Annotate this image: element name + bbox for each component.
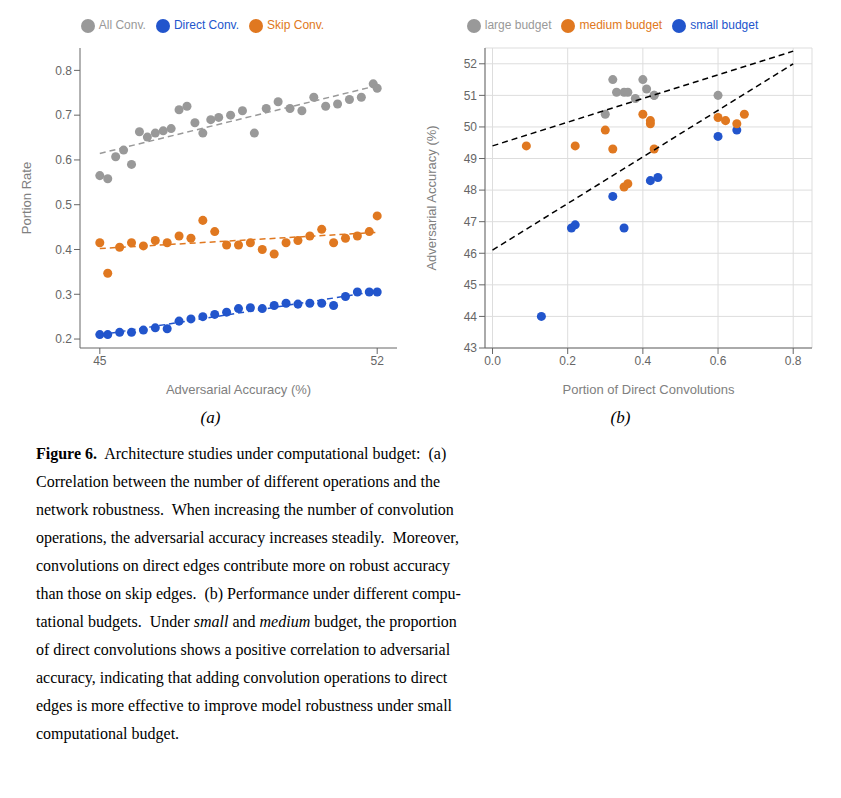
svg-text:52: 52 — [371, 354, 385, 368]
svg-text:47: 47 — [464, 215, 478, 229]
svg-text:0.7: 0.7 — [55, 108, 72, 122]
html-text:large budget: large budget — [484, 18, 552, 32]
html-text:edges is more effective to imp: edges is more effective to improve model… — [36, 697, 452, 714]
svg-text:Portion Rate: Portion Rate — [19, 162, 34, 234]
svg-text:43: 43 — [464, 341, 478, 355]
svg-text:0.2: 0.2 — [559, 354, 576, 368]
html-text:small budget: small budget — [690, 18, 759, 32]
html-text:Figure 6. Architecture studies: Figure 6. Architecture studies under com… — [36, 445, 447, 462]
html-text:tational budgets. Under small: tational budgets. Under small and medium… — [36, 613, 457, 630]
svg-text:45: 45 — [93, 354, 107, 368]
html-text:than those on skip edges. (b): than those on skip edges. (b) Performanc… — [36, 585, 461, 602]
html-text:Correlation between the number: Correlation between the number of differ… — [36, 473, 440, 490]
html-text:medium budget: medium budget — [579, 18, 663, 32]
svg-text:44: 44 — [464, 310, 478, 324]
svg-text:Adversarial Accuracy (%): Adversarial Accuracy (%) — [166, 382, 311, 397]
svg-text:0.4: 0.4 — [55, 243, 72, 257]
svg-text:51: 51 — [464, 89, 478, 103]
svg-text:52: 52 — [464, 57, 478, 71]
html-text:Skip Conv.: Skip Conv. — [267, 18, 325, 32]
svg-text:0.5: 0.5 — [55, 198, 72, 212]
svg-text:0.4: 0.4 — [635, 354, 652, 368]
svg-text:Portion of Direct Convolutions: Portion of Direct Convolutions — [563, 382, 735, 397]
html-text:operations, the adversarial ac: operations, the adversarial accuracy inc… — [36, 529, 459, 546]
svg-text:0.6: 0.6 — [55, 153, 72, 167]
html-text:(b): (b) — [610, 408, 631, 427]
svg-text:0.8: 0.8 — [55, 64, 72, 78]
svg-text:Adversarial Accuracy (%): Adversarial Accuracy (%) — [424, 125, 439, 270]
html-text:network robustness. When incre: network robustness. When increasing the … — [36, 501, 454, 518]
svg-text:49: 49 — [464, 152, 478, 166]
svg-text:0.3: 0.3 — [55, 288, 72, 302]
svg-text:45: 45 — [464, 278, 478, 292]
html-text:All Conv.: All Conv. — [98, 18, 146, 32]
svg-text:50: 50 — [464, 120, 478, 134]
html-text:(a): (a) — [200, 408, 221, 427]
svg-text:48: 48 — [464, 183, 478, 197]
svg-text:0.8: 0.8 — [785, 354, 802, 368]
svg-text:0.2: 0.2 — [55, 332, 72, 346]
html-text:computational budget.: computational budget. — [36, 725, 180, 742]
html-text:accuracy, indicating that addi: accuracy, indicating that adding convolu… — [36, 669, 448, 686]
svg-text:0.6: 0.6 — [710, 354, 727, 368]
html-text:of direct convolutions shows a: of direct convolutions shows a positive … — [36, 641, 451, 658]
svg-text:46: 46 — [464, 247, 478, 261]
html-text:convolutions on direct edges c: convolutions on direct edges contribute … — [36, 557, 451, 574]
html-text:Direct Conv.: Direct Conv. — [173, 18, 240, 32]
svg-text:0.0: 0.0 — [484, 354, 501, 368]
